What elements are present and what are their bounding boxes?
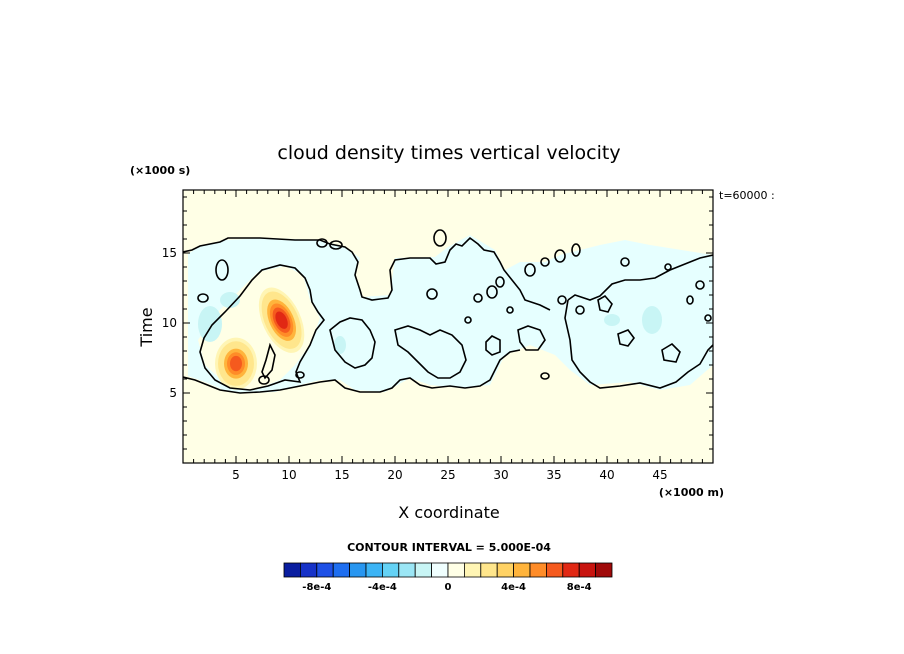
zero-contour [261,342,276,380]
zero-contour [329,317,376,369]
colorbar-swatch [365,562,383,578]
colorbar-swatch [316,562,334,578]
zero-contour [506,306,514,314]
zero-contour [215,259,229,281]
zero-contour [394,325,467,379]
colorbar-swatch [529,562,547,578]
colorbar-swatch [381,562,400,578]
colorbar-swatch [414,562,433,578]
colorbar-swatch [496,562,515,578]
x-tick-label: 15 [334,468,349,482]
y-tick-label: 15 [162,246,177,260]
zero-contour [495,276,505,288]
zero-contour [540,372,550,380]
negative-blob [220,292,240,308]
positive-level-fill [275,311,288,329]
zero-contour [571,243,581,257]
negative-blob [334,336,346,354]
time-annotation: t=60000 : [719,189,775,202]
y-axis-label: Time [137,307,156,347]
zero-contour [617,329,635,347]
zero-contour [686,295,694,305]
x-units-label: (×1000 m) [659,486,724,499]
colorbar-swatch [546,562,564,578]
zero-contour [524,263,536,277]
axes: 5 10 15 20 25 30 35 40 45 5 10 15 [162,190,713,482]
colorbar-swatch [595,562,613,578]
colorbar-swatch [283,562,301,578]
zero-contour [620,257,630,267]
colorbar-swatch [562,562,580,578]
colorbar-tick-label: 8e-4 [567,582,592,593]
colorbar-swatch [447,562,465,578]
zero-contour [664,263,672,271]
positive-level-fill [230,355,242,372]
zero-contour [183,236,551,311]
zero-contour [540,257,550,267]
zero-contour [485,335,501,356]
zero-contour [567,254,713,301]
y-tick-label: 10 [162,316,177,330]
x-tick-label: 35 [546,468,561,482]
positive-blobs [215,287,305,390]
colorbar: -8e-4 -4e-4 0 4e-4 8e-4 [283,562,613,593]
negative-blob [604,314,620,326]
colorbar-tick-label: 4e-4 [501,582,526,593]
zero-contour [197,293,209,303]
negative-blob [198,306,222,342]
zero-contour [486,285,498,299]
contour-interval-label: CONTOUR INTERVAL = 5.000E-04 [347,541,551,554]
zero-contour [661,342,681,363]
x-tick-label: 30 [493,468,508,482]
zero-contour [695,280,705,290]
zero-contour [329,240,343,250]
x-tick-label: 5 [232,468,240,482]
colorbar-tick-label: -8e-4 [302,582,331,593]
zero-contour [464,316,472,324]
x-axis-label: X coordinate [398,503,499,522]
colorbar-swatch [299,562,318,578]
colorbar-tick-label: -4e-4 [368,582,397,593]
x-tick-label: 45 [652,468,667,482]
shaded-field [188,235,713,393]
negative-blob [642,306,662,334]
y-units-label: (×1000 s) [130,164,190,177]
zero-contours [183,229,713,394]
x-tick-label: 20 [387,468,402,482]
x-tick-label: 40 [599,468,614,482]
zero-contour [433,229,447,247]
zero-contour [183,349,521,394]
zero-contour [258,375,270,385]
colorbar-swatch [431,562,449,578]
zero-contour [704,314,712,322]
colorbar-swatch [332,562,351,578]
x-tick-label: 10 [281,468,296,482]
negative-region [188,235,713,393]
colorbar-tick-label: 0 [445,582,452,593]
colorbar-swatch [349,562,367,578]
chart-title: cloud density times vertical velocity [277,142,620,164]
zero-contour [597,294,613,313]
colorbar-swatch [513,562,531,578]
zero-contour [473,293,483,303]
colorbar-swatch [480,562,498,578]
zero-contour [199,264,326,391]
zero-contour [517,325,546,351]
colorbar-swatch [398,562,416,578]
x-tick-label: 25 [440,468,455,482]
zero-contour [316,238,328,248]
zero-contour [554,249,566,263]
zero-contour [426,288,438,300]
zero-contour [295,371,305,379]
colorbar-swatch [463,562,482,578]
zero-contour [575,305,585,315]
zero-contour [557,295,567,305]
y-tick-label: 5 [169,386,177,400]
zero-contour [564,299,713,389]
colorbar-swatch [578,562,597,578]
